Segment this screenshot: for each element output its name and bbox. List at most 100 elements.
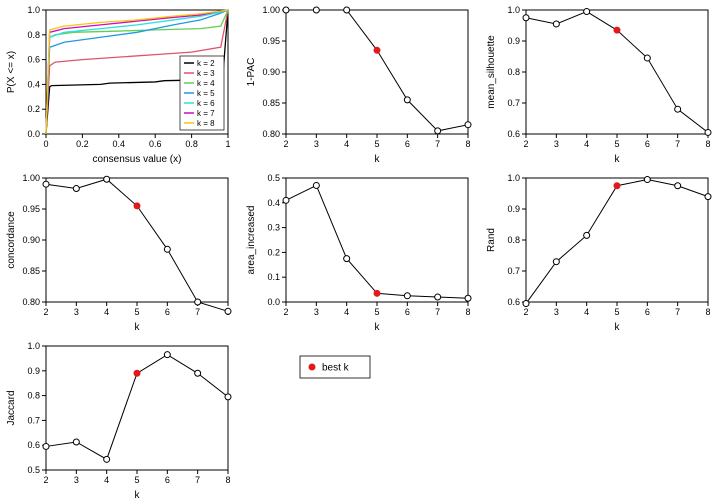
metric4-xtick-label: 8 <box>705 307 710 317</box>
metric2-xtick-label: 3 <box>74 307 79 317</box>
cdf-legend-label: k = 5 <box>197 89 215 98</box>
metric4-xtick-label: 2 <box>523 307 528 317</box>
metric1-ytick-label: 1.0 <box>507 5 520 15</box>
metric-point <box>73 186 79 192</box>
metric-line <box>46 179 228 311</box>
metric-point <box>313 7 319 13</box>
metric4-ytick-label: 0.8 <box>507 235 520 245</box>
metric5-ylabel: Jaccard <box>6 390 17 425</box>
metric3-ytick-label: 0.5 <box>267 173 280 183</box>
metric-point <box>225 308 231 314</box>
metric-line <box>286 185 468 298</box>
metric-point-best <box>374 47 380 53</box>
cdf-legend-label: k = 7 <box>197 109 215 118</box>
metric3-ytick-label: 0.1 <box>267 272 280 282</box>
metric0-xlabel: k <box>375 154 381 165</box>
metric5-xtick-label: 5 <box>134 475 139 485</box>
metric-point <box>675 106 681 112</box>
metric-point <box>43 181 49 187</box>
metric0-ytick-label: 1.00 <box>262 5 280 15</box>
metric-point <box>283 197 289 203</box>
metric5-ytick-label: 0.9 <box>27 366 40 376</box>
metric0-xtick-label: 3 <box>314 139 319 149</box>
bestk-legend-label: best k <box>322 363 350 374</box>
metric-point <box>465 122 471 128</box>
metric0-plotbox <box>286 10 468 134</box>
metric4-xtick-label: 3 <box>554 307 559 317</box>
metric3-ytick-label: 0.2 <box>267 247 280 257</box>
metric-point <box>584 232 590 238</box>
metric2-xtick-label: 4 <box>104 307 109 317</box>
bestk-legend-panel: best k <box>240 336 480 504</box>
metric5-xtick-label: 4 <box>104 475 109 485</box>
metric5-ytick-label: 1.0 <box>27 341 40 351</box>
metric2-ytick-label: 1.00 <box>22 173 40 183</box>
metric-point <box>43 443 49 449</box>
metric2-ylabel: concordance <box>6 211 17 269</box>
metric-point <box>344 7 350 13</box>
metric3-xtick-label: 2 <box>283 307 288 317</box>
metric5-xlabel: k <box>135 490 141 501</box>
metric-point <box>164 246 170 252</box>
metric1-xtick-label: 8 <box>705 139 710 149</box>
metric-panel-area_increased: 23456780.00.10.20.30.40.5karea_increased <box>240 168 480 336</box>
metric-panel-Jaccard: 23456780.50.60.70.80.91.0kJaccard <box>0 336 240 504</box>
cdf-xtick-label: 0.4 <box>113 139 126 149</box>
metric4-ytick-label: 0.7 <box>507 266 520 276</box>
metric0-xtick-label: 4 <box>344 139 349 149</box>
cdf-xlabel: consensus value (x) <box>93 154 182 165</box>
metric4-xtick-label: 4 <box>584 307 589 317</box>
metric-point <box>523 15 529 21</box>
metric-point <box>465 295 471 301</box>
metric-point-best <box>374 290 380 296</box>
metric3-plotbox <box>286 178 468 302</box>
cdf-legend-label: k = 4 <box>197 79 215 88</box>
metric1-ytick-label: 0.7 <box>507 98 520 108</box>
metric3-ytick-label: 0.4 <box>267 198 280 208</box>
metric-point <box>195 370 201 376</box>
metric5-ytick-label: 0.6 <box>27 440 40 450</box>
cdf-xtick-label: 1 <box>225 139 230 149</box>
metric-point <box>553 259 559 265</box>
metric0-ytick-label: 0.95 <box>262 36 280 46</box>
metric3-ytick-label: 0.0 <box>267 297 280 307</box>
metric2-xtick-label: 2 <box>43 307 48 317</box>
metric-point <box>644 177 650 183</box>
metric-point-best <box>134 203 140 209</box>
metric-point <box>435 128 441 134</box>
metric1-xlabel: k <box>615 154 621 165</box>
metric-point <box>283 7 289 13</box>
metric4-xlabel: k <box>615 322 621 333</box>
metric3-xtick-label: 3 <box>314 307 319 317</box>
metric0-xtick-label: 8 <box>465 139 470 149</box>
metric5-xtick-label: 8 <box>225 475 230 485</box>
metric-point <box>404 293 410 299</box>
cdf-ytick-label: 0.4 <box>27 79 40 89</box>
metric-point <box>225 394 231 400</box>
metric3-xlabel: k <box>375 322 381 333</box>
metric1-xtick-label: 2 <box>523 139 528 149</box>
metric2-ytick-label: 0.80 <box>22 297 40 307</box>
metric4-xtick-label: 6 <box>645 307 650 317</box>
empty-panel <box>480 336 720 504</box>
metric-point <box>584 9 590 15</box>
cdf-xtick-label: 0 <box>43 139 48 149</box>
metric4-ytick-label: 0.9 <box>507 204 520 214</box>
metric2-xlabel: k <box>135 322 141 333</box>
metric5-ytick-label: 0.7 <box>27 415 40 425</box>
cdf-ytick-label: 0.2 <box>27 104 40 114</box>
metric4-plotbox <box>526 178 708 302</box>
metric5-ytick-label: 0.8 <box>27 391 40 401</box>
metric5-xtick-label: 6 <box>165 475 170 485</box>
metric4-xtick-label: 7 <box>675 307 680 317</box>
metric3-xtick-label: 8 <box>465 307 470 317</box>
metric1-xtick-label: 4 <box>584 139 589 149</box>
metric-point <box>705 194 711 200</box>
metric-point <box>164 352 170 358</box>
metric-point <box>435 294 441 300</box>
metric3-xtick-label: 6 <box>405 307 410 317</box>
cdf-xtick-label: 0.2 <box>76 139 89 149</box>
cdf-legend-label: k = 3 <box>197 69 215 78</box>
metric2-plotbox <box>46 178 228 302</box>
metric-point-best <box>134 370 140 376</box>
